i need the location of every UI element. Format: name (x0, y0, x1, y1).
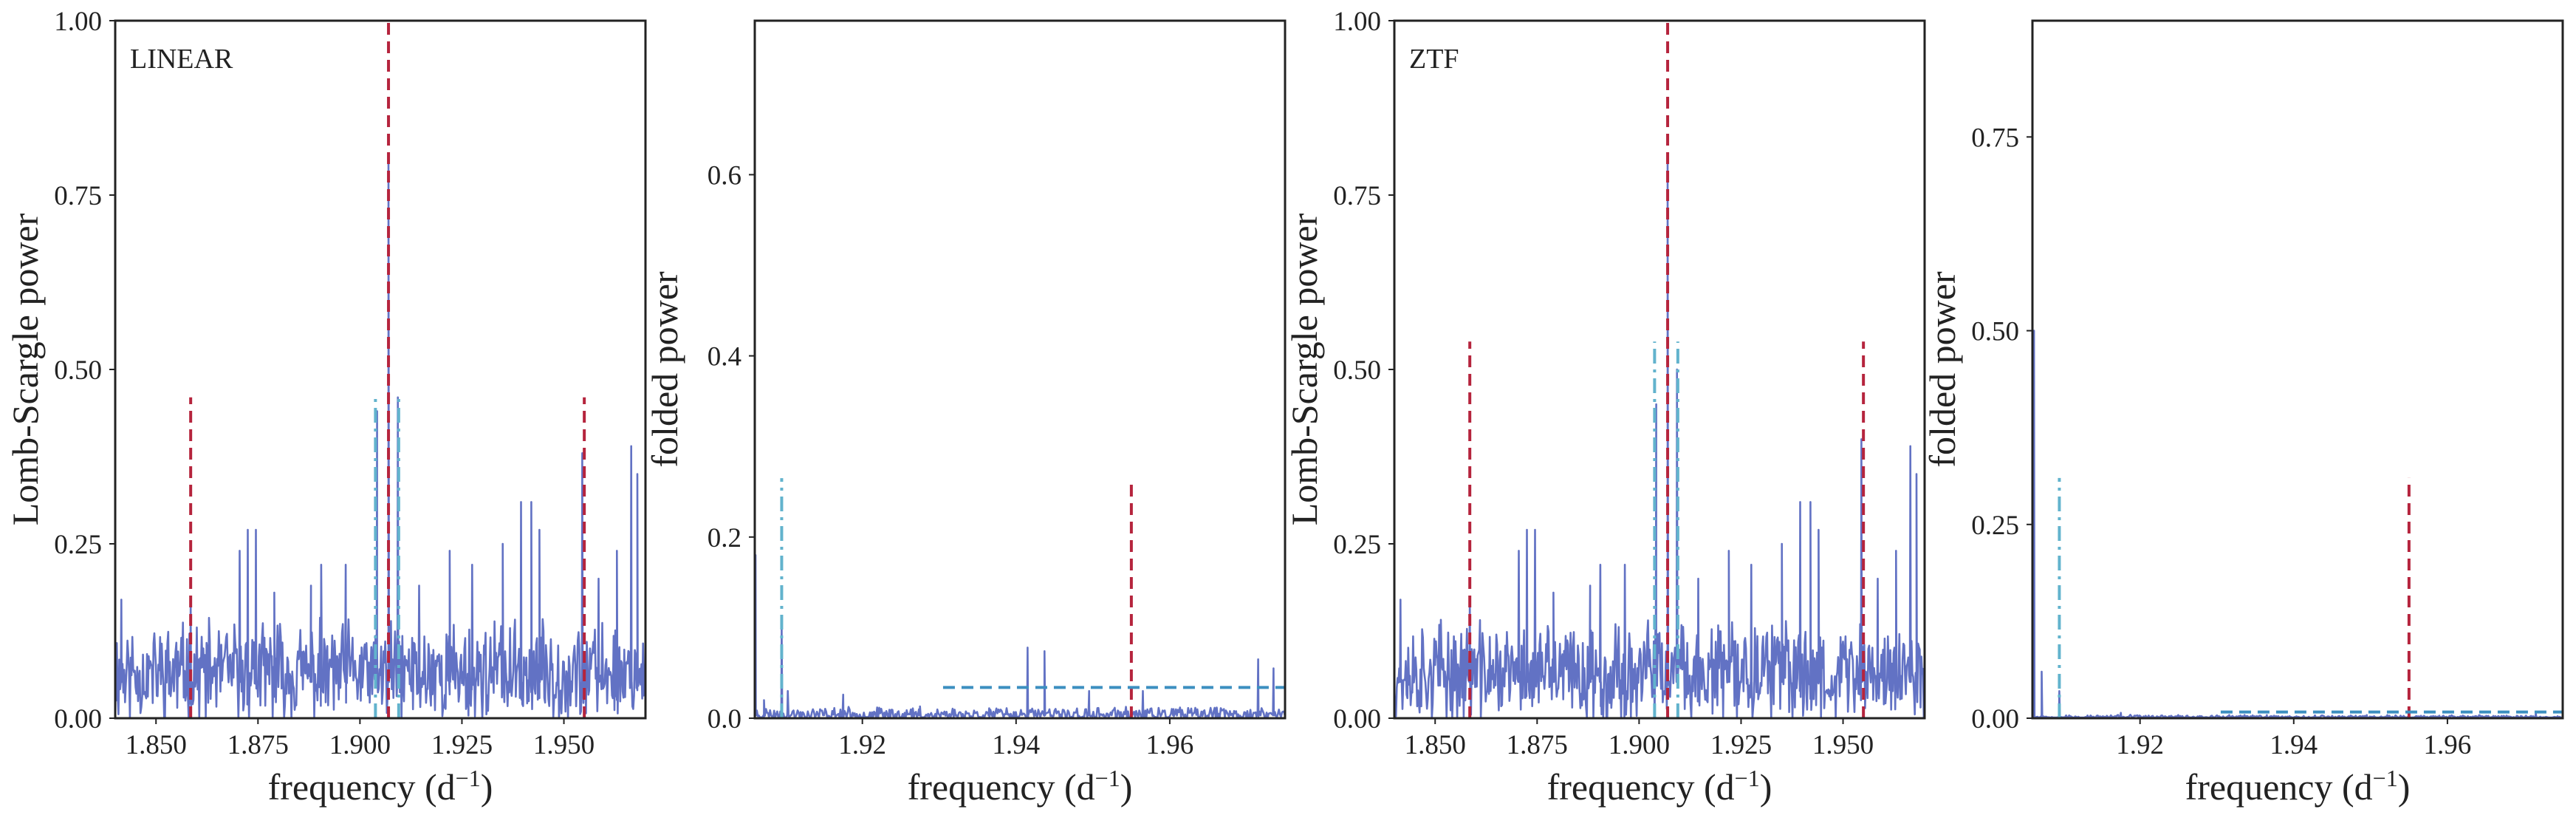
x-tick-label: 1.96 (2424, 730, 2472, 760)
x-tick-label: 1.96 (1146, 730, 1194, 760)
y-tick-label: 0.6 (708, 160, 741, 191)
x-axis-title: frequency (d−1) (2185, 765, 2411, 808)
x-tick-label: 1.94 (992, 730, 1040, 760)
y-axis-title: Lomb-Scargle power (1284, 213, 1325, 525)
series-line (755, 554, 1285, 718)
y-tick-label: 0.25 (1333, 530, 1381, 560)
chart-panel-ztf-periodogram: 1.850 1.875 1.900 1.925 1.950 0.00 0.25 0.50 0.7… (1284, 7, 1926, 808)
chart-panel-linear-periodogram: 1.850 1.875 1.900 1.925 1.950 0.00 0.25 0.50 0.7… (4, 7, 647, 808)
series-line (2032, 330, 2563, 718)
x-axis-title: frequency (d−1) (908, 765, 1133, 808)
x-tick-label: 1.900 (329, 730, 391, 760)
x-tick-label: 1.950 (1812, 730, 1874, 760)
y-tick-label: 1.00 (1333, 7, 1381, 37)
panel-label: LINEAR (130, 44, 233, 75)
y-tick-label: 0.0 (708, 704, 741, 734)
y-tick-label: 0.75 (54, 181, 102, 211)
y-tick-label: 0.25 (1971, 511, 2019, 541)
y-tick-label: 0.25 (54, 530, 102, 560)
y-tick-label: 0.50 (1333, 355, 1381, 386)
x-tick-label: 1.925 (431, 730, 493, 760)
y-tick-label: 0.00 (1971, 704, 2019, 734)
x-tick-label: 1.92 (2116, 730, 2164, 760)
axes-frame (2031, 19, 2564, 720)
y-axis-title: Lomb-Scargle power (4, 213, 46, 525)
y-tick-label: 0.50 (54, 355, 102, 386)
x-tick-label: 1.925 (1710, 730, 1772, 760)
axes-frame (753, 19, 1287, 720)
y-tick-label: 0.00 (1333, 704, 1381, 734)
y-tick-label: 0.50 (1971, 317, 2019, 347)
series-line (1394, 159, 1925, 718)
axes-frame (114, 19, 647, 720)
x-tick-label: 1.875 (227, 730, 289, 760)
x-axis-title: frequency (d−1) (1547, 765, 1772, 808)
y-tick-label: 0.75 (1971, 123, 2019, 153)
x-tick-label: 1.950 (533, 730, 595, 760)
y-axis-title: folded power (1922, 271, 1963, 468)
axes-frame (1393, 19, 1926, 720)
y-tick-label: 0.00 (54, 704, 102, 734)
y-tick-label: 1.00 (54, 7, 102, 37)
x-axis-title: frequency (d−1) (268, 765, 493, 808)
x-tick-label: 1.92 (838, 730, 886, 760)
series-line (115, 159, 645, 718)
chart-panel-ztf-folded: 1.92 1.94 1.96 0.00 0.25 0.50 0.75 frequency (d… (1922, 19, 2564, 808)
x-tick-label: 1.900 (1609, 730, 1670, 760)
y-tick-label: 0.2 (708, 523, 741, 553)
y-axis-title: folded power (644, 271, 685, 468)
y-tick-label: 0.75 (1333, 181, 1381, 211)
x-tick-label: 1.875 (1507, 730, 1568, 760)
panel-label: ZTF (1409, 44, 1459, 75)
chart-panel-linear-folded: 1.92 1.94 1.96 0.0 0.2 0.4 0.6 frequency (d−1) f… (644, 19, 1287, 808)
x-tick-label: 1.850 (126, 730, 187, 760)
x-tick-label: 1.850 (1405, 730, 1466, 760)
y-tick-label: 0.4 (708, 342, 741, 372)
x-tick-label: 1.94 (2270, 730, 2318, 760)
